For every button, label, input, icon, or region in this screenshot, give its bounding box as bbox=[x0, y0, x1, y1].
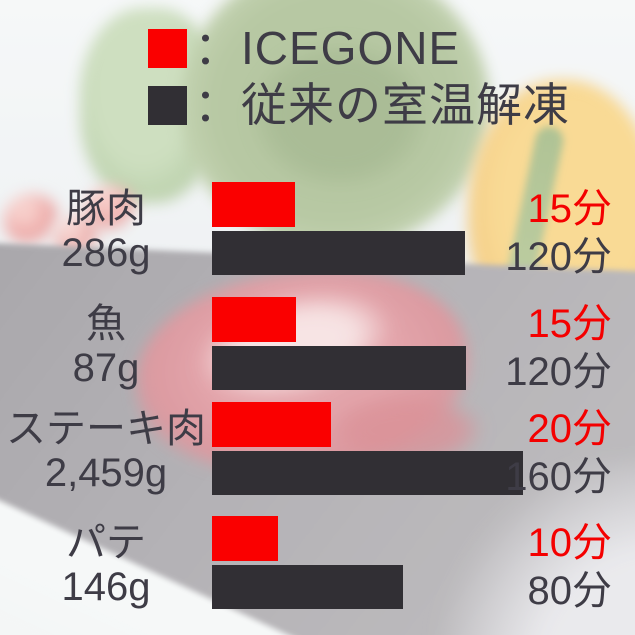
icegone-bar bbox=[212, 516, 278, 561]
icegone-subrow: 魚 15分 bbox=[0, 297, 635, 346]
icegone-value: 15分 bbox=[527, 186, 613, 231]
conventional-subrow: 2,459g 160分 bbox=[0, 450, 635, 500]
chart-row: パテ 10分 146g 80分 bbox=[0, 516, 635, 614]
category-weight: 87g bbox=[72, 345, 140, 390]
category-weight: 286g bbox=[61, 230, 151, 275]
conventional-bar bbox=[212, 231, 465, 275]
icegone-subrow: ステーキ肉 20分 bbox=[0, 402, 635, 451]
icegone-subrow: パテ 10分 bbox=[0, 516, 635, 565]
conventional-subrow: 87g 120分 bbox=[0, 345, 635, 395]
conventional-value: 120分 bbox=[505, 235, 612, 279]
icegone-bar bbox=[212, 182, 295, 227]
icegone-bar bbox=[212, 297, 296, 342]
broccoli-texture bbox=[250, 40, 430, 190]
category-label: 魚 bbox=[86, 301, 126, 346]
chart-row: ステーキ肉 20分 2,459g 160分 bbox=[0, 402, 635, 500]
conventional-legend-label: ：従来の室温解凍 bbox=[194, 79, 570, 131]
icegone-value: 15分 bbox=[527, 301, 613, 346]
category-label: ステーキ肉 bbox=[6, 406, 206, 451]
conventional-bar bbox=[212, 346, 466, 390]
chart-row: 豚肉 15分 286g 120分 bbox=[0, 182, 635, 280]
conventional-swatch bbox=[148, 85, 187, 125]
category-label: パテ bbox=[66, 520, 146, 565]
legend-item-icegone: ：ICEGONE bbox=[148, 22, 461, 74]
category-label: 豚肉 bbox=[66, 186, 146, 231]
conventional-value: 160分 bbox=[505, 455, 612, 499]
conventional-subrow: 286g 120分 bbox=[0, 230, 635, 280]
conventional-bar bbox=[212, 565, 403, 609]
conventional-bar bbox=[212, 451, 523, 495]
icegone-swatch bbox=[148, 28, 187, 68]
icegone-value: 10分 bbox=[527, 520, 613, 565]
icegone-legend-label: ：ICEGONE bbox=[194, 22, 461, 74]
tomato-image bbox=[86, 186, 136, 232]
conventional-subrow: 146g 80分 bbox=[0, 564, 635, 614]
icegone-subrow: 豚肉 15分 bbox=[0, 182, 635, 231]
icegone-value: 20分 bbox=[527, 406, 613, 451]
category-weight: 146g bbox=[61, 564, 151, 609]
category-weight: 2,459g bbox=[44, 450, 168, 495]
conventional-value: 120分 bbox=[505, 350, 612, 394]
tomato-image bbox=[4, 194, 60, 246]
chart-row: 魚 15分 87g 120分 bbox=[0, 297, 635, 395]
legend-item-conventional: ：従来の室温解凍 bbox=[148, 79, 570, 131]
icegone-bar bbox=[212, 402, 331, 447]
conventional-value: 80分 bbox=[527, 569, 613, 613]
